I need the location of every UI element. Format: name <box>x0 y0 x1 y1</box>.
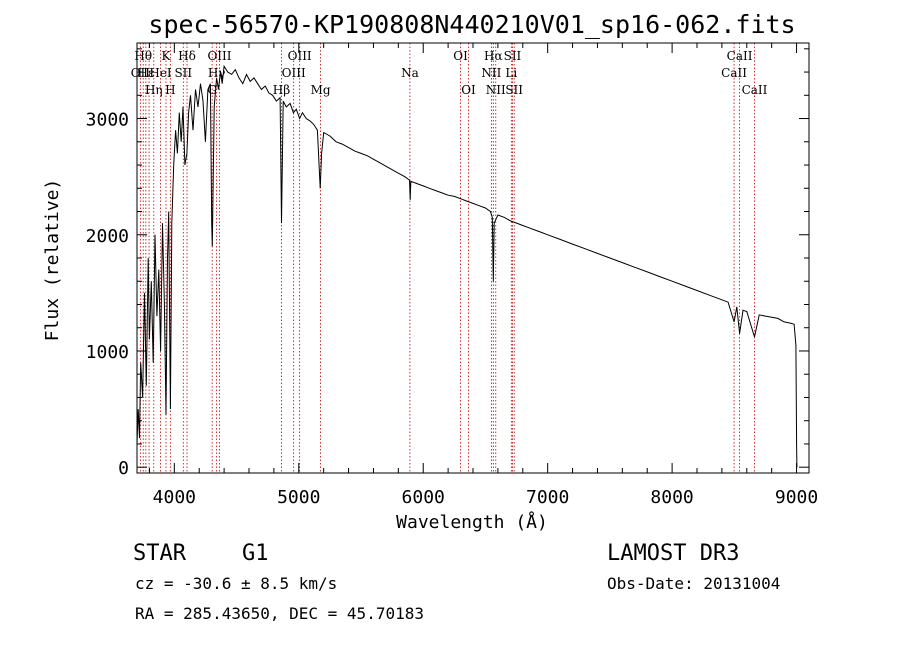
x-tick-label: 5000 <box>277 487 320 508</box>
line-marker-label: CaII <box>742 83 768 97</box>
line-marker-label: Na <box>401 66 419 80</box>
line-marker-label: OI <box>461 83 476 97</box>
line-marker-label: NII <box>481 66 501 80</box>
line-marker-label: Li <box>505 66 517 80</box>
line-marker-label: SII <box>174 66 192 80</box>
line-marker-label: OIII <box>282 66 306 80</box>
obs-date: Obs-Date: 20131004 <box>607 574 780 593</box>
plot-frame <box>136 42 810 474</box>
y-axis-label: Flux (relative) <box>42 179 63 342</box>
y-tick-label: 1000 <box>86 342 129 363</box>
x-axis-ticks: 4000 5000 6000 7000 8000 9000 <box>148 43 818 508</box>
line-marker-label: Mg <box>311 83 331 97</box>
y-tick-label: 0 <box>118 458 129 479</box>
x-tick-label: 4000 <box>153 487 196 508</box>
line-marker-label: Hη <box>145 83 163 97</box>
line-marker-label: Hθ <box>134 49 152 63</box>
chart-title: spec-56570-KP190808N440210V01_sp16-062.f… <box>148 10 795 39</box>
ra-dec-coords: RA = 285.43650, DEC = 45.70183 <box>135 604 424 623</box>
line-marker-label: CaII <box>721 66 747 80</box>
line-marker-label: Hε <box>137 66 154 80</box>
x-axis-label: Wavelength (Å) <box>396 511 548 533</box>
survey-name: LAMOST DR3 <box>607 541 739 566</box>
line-marker-label: HeI <box>149 66 172 80</box>
spectrum-line <box>136 64 798 468</box>
line-marker-label: SII <box>504 49 522 63</box>
x-tick-label: 7000 <box>526 487 569 508</box>
line-marker-label: H <box>165 83 175 97</box>
object-subclass: G1 <box>242 541 269 566</box>
redshift-cz: cz = -30.6 ± 8.5 km/s <box>135 574 337 593</box>
line-marker-label: Hδ <box>178 49 196 63</box>
line-marker-label: NII <box>486 83 506 97</box>
line-marker-label: OIII <box>288 49 312 63</box>
object-class: STAR <box>133 541 187 566</box>
line-marker-label: G <box>207 83 217 97</box>
line-marker-label: OIII <box>207 49 231 63</box>
line-marker-label: OII <box>131 66 151 80</box>
line-marker-label: Hβ <box>273 83 290 97</box>
line-marker-label: OI <box>453 49 468 63</box>
y-tick-label: 2000 <box>86 226 129 247</box>
line-marker-label: CaII <box>727 49 753 63</box>
x-tick-label: 8000 <box>650 487 693 508</box>
x-tick-label: 6000 <box>402 487 445 508</box>
line-marker-label: SII <box>505 83 523 97</box>
y-tick-label: 3000 <box>86 110 129 131</box>
line-markers <box>139 43 755 473</box>
line-marker-label: K <box>162 49 172 63</box>
y-axis-ticks: 0 1000 2000 3000 <box>86 48 809 479</box>
line-marker-label: Hα <box>484 49 503 63</box>
line-marker-labels: OIIHθHεHηHeIKHSIIHδGHγOIIIHβOIIIOIIIMgNa… <box>131 49 768 97</box>
x-tick-label: 9000 <box>775 487 818 508</box>
